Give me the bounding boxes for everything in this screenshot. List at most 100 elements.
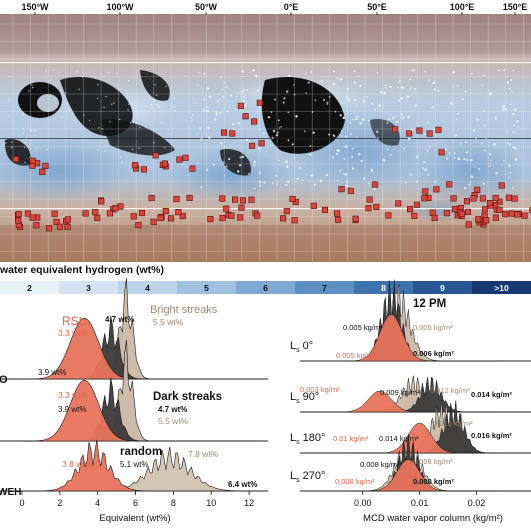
weh-panel-rsl-vs-bright bbox=[0, 278, 268, 380]
white-dot bbox=[382, 158, 386, 162]
rsl-marker bbox=[249, 142, 256, 149]
white-dot bbox=[363, 177, 366, 180]
white-dot bbox=[219, 111, 222, 114]
annotation: 3.9 wt% bbox=[58, 405, 86, 414]
white-dot bbox=[332, 83, 335, 86]
white-dot bbox=[422, 160, 425, 163]
rsl-marker bbox=[411, 212, 418, 219]
white-dot bbox=[29, 129, 31, 132]
white-dot bbox=[109, 121, 111, 123]
white-dot bbox=[360, 159, 363, 163]
rsl-marker bbox=[92, 209, 99, 216]
colorbar-cell bbox=[236, 281, 296, 294]
bright-streaks-title: Bright streaks bbox=[150, 304, 218, 316]
white-dot bbox=[397, 86, 399, 88]
white-dot bbox=[434, 181, 436, 183]
rsl-marker bbox=[29, 214, 36, 221]
white-dot bbox=[452, 85, 454, 88]
rsl-marker bbox=[443, 210, 451, 217]
colorbar-cell bbox=[295, 281, 355, 294]
rsl-marker bbox=[182, 154, 189, 161]
annotation: 0.014 kg/m² bbox=[471, 390, 512, 399]
annotation: 6.4 wt% bbox=[228, 480, 257, 489]
white-dot bbox=[283, 97, 286, 100]
white-dot bbox=[299, 167, 301, 169]
white-dot bbox=[237, 122, 240, 125]
white-dot bbox=[296, 177, 299, 180]
rsl-marker bbox=[130, 213, 137, 220]
white-dot bbox=[351, 147, 354, 150]
white-dot bbox=[235, 108, 237, 111]
weh-label: WEH bbox=[0, 487, 21, 498]
colorbar-tick: 4 bbox=[145, 283, 150, 293]
rsl-marker bbox=[258, 140, 265, 147]
white-dot bbox=[10, 141, 13, 143]
rsl-marker bbox=[406, 206, 414, 213]
white-dot bbox=[227, 157, 231, 161]
white-dot bbox=[457, 112, 459, 115]
map-lat-line-mid bbox=[0, 138, 531, 139]
white-dot bbox=[470, 175, 474, 178]
density-rsl bbox=[345, 390, 500, 413]
annotation: 0.009 kg/m² bbox=[380, 388, 420, 397]
white-dot bbox=[514, 147, 517, 150]
annotation: 0.008 kg/m² bbox=[413, 477, 454, 486]
rsl-marker bbox=[53, 218, 60, 225]
white-dot bbox=[319, 179, 323, 182]
white-dot bbox=[248, 141, 251, 143]
lon-label: 100°E bbox=[450, 2, 475, 12]
rsl-marker bbox=[433, 186, 440, 193]
white-dot bbox=[344, 145, 348, 148]
white-dot bbox=[509, 171, 511, 174]
mcd-ridgeline-panel: 12 PM Ls 0° Ls 90° Ls 180° Ls 270° 0.005 kg/m… bbox=[290, 279, 531, 524]
annotation: 0.01 kg/m² bbox=[333, 434, 369, 443]
white-dot bbox=[304, 130, 306, 132]
white-dot bbox=[53, 69, 55, 71]
annotation: 0.005 kg/m² bbox=[413, 323, 453, 332]
white-dot bbox=[68, 108, 70, 111]
rsl-marker bbox=[514, 211, 521, 218]
white-dot bbox=[466, 158, 469, 161]
rsl-marker bbox=[251, 118, 258, 125]
weh-panel-rsl-vs-dark bbox=[0, 340, 268, 442]
rsl-marker bbox=[106, 210, 113, 217]
white-dot bbox=[345, 184, 348, 188]
rsl-marker bbox=[51, 210, 58, 217]
white-dot bbox=[223, 82, 226, 84]
rsl-marker bbox=[161, 160, 168, 167]
x-tick-label: 12 bbox=[244, 498, 254, 508]
x-tick-label: 4 bbox=[95, 498, 100, 508]
white-dot bbox=[153, 99, 156, 101]
white-dot bbox=[502, 108, 505, 111]
white-dot bbox=[394, 115, 397, 117]
white-dot bbox=[323, 99, 326, 101]
white-dot bbox=[197, 84, 199, 87]
rsl-marker bbox=[242, 113, 249, 120]
white-dot bbox=[238, 163, 242, 167]
white-dot bbox=[8, 115, 11, 117]
rsl-title: RSL bbox=[62, 314, 86, 328]
white-dot bbox=[332, 134, 335, 136]
rsl-marker bbox=[13, 156, 20, 163]
white-dot bbox=[200, 186, 203, 189]
white-dot bbox=[5, 142, 7, 144]
colorbar-tick: 6 bbox=[263, 283, 268, 293]
white-dot bbox=[221, 88, 224, 91]
white-dot bbox=[368, 182, 370, 184]
white-dot bbox=[467, 183, 470, 186]
lon-label: 150°W bbox=[21, 2, 49, 12]
white-dot bbox=[83, 114, 85, 116]
white-dot bbox=[387, 118, 390, 121]
white-dot bbox=[507, 164, 511, 168]
white-dot bbox=[237, 91, 239, 94]
white-dot bbox=[466, 151, 469, 154]
white-dot bbox=[105, 145, 108, 147]
rsl-markers bbox=[13, 99, 531, 232]
white-dot bbox=[241, 155, 244, 158]
white-dot bbox=[293, 84, 295, 86]
white-dot bbox=[332, 156, 335, 159]
white-dot bbox=[25, 138, 27, 140]
white-dot bbox=[352, 119, 354, 121]
white-dot bbox=[267, 116, 271, 119]
white-dot bbox=[346, 96, 348, 99]
